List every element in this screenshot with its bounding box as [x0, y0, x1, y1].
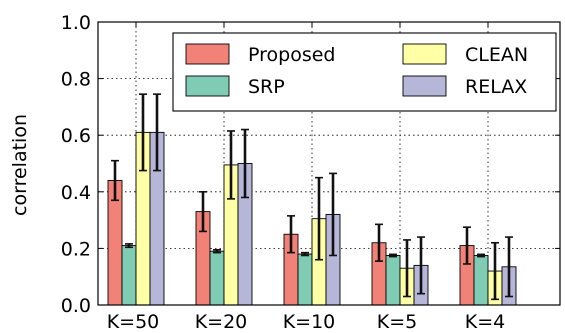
legend-label-srp: SRP	[248, 76, 285, 98]
error-bars	[111, 93, 513, 301]
legend: Proposed SRP CLEAN RELAX	[172, 32, 557, 112]
legend-label-proposed: Proposed	[248, 44, 335, 66]
plot-frame	[97, 21, 561, 306]
y-axis-label: correlation	[9, 114, 31, 216]
legend-swatch-srp	[185, 75, 230, 97]
legend-label-relax: RELAX	[465, 76, 527, 98]
y-tick-label: 0.8	[61, 69, 91, 91]
x-axis-ticks: K=50 K=20 K=10 K=5 K=4	[107, 22, 505, 333]
y-tick-label: 0.4	[61, 182, 91, 204]
x-tick-label: K=10	[283, 311, 336, 333]
y-tick-label: 0.6	[61, 125, 91, 147]
x-tick-label: K=20	[195, 311, 248, 333]
bar-srp-k50	[121, 245, 137, 306]
bar-srp-k20	[209, 250, 225, 306]
legend-box	[172, 32, 557, 112]
legend-label-clean: CLEAN	[465, 44, 528, 66]
y-axis-ticks: 0.0 0.2 0.4 0.6 0.8 1.0	[61, 12, 560, 317]
legend-swatch-proposed	[185, 43, 230, 65]
x-tick-label: K=50	[107, 311, 160, 333]
y-tick-label: 0.2	[61, 238, 91, 260]
bar-srp-k10	[297, 253, 313, 306]
y-tick-label: 1.0	[61, 12, 91, 34]
bar-srp-k4	[473, 255, 489, 306]
legend-swatch-clean	[402, 43, 447, 65]
y-tick-label: 0.0	[61, 295, 91, 317]
legend-swatch-relax	[402, 75, 447, 97]
bar-srp-k5	[385, 255, 401, 306]
x-tick-label: K=5	[377, 311, 417, 333]
x-tick-label: K=4	[465, 311, 505, 333]
